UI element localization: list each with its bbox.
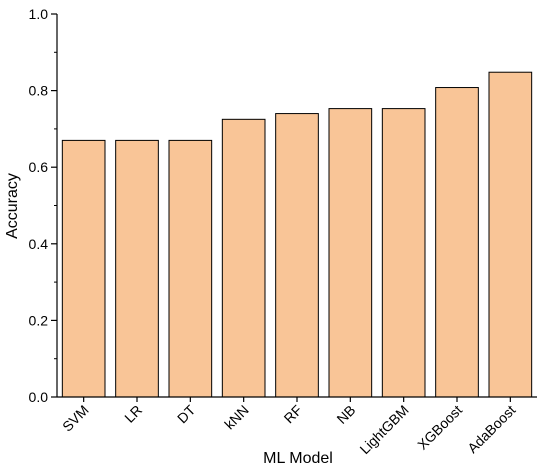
x-tick-label: LightGBM <box>356 402 411 457</box>
bar-rf <box>275 113 319 398</box>
y-tick-label: 0.2 <box>29 312 49 328</box>
x-tick-label: RF <box>281 402 306 427</box>
bar-xgboost <box>435 87 479 398</box>
bar-lightgbm <box>381 108 426 398</box>
bar-adaboost <box>488 71 533 398</box>
x-tick-label: SVM <box>59 402 92 435</box>
x-tick-label: LR <box>121 402 145 426</box>
bar-lr <box>115 139 159 398</box>
x-axis-title: ML Model <box>263 450 333 467</box>
bar-nb <box>328 108 373 398</box>
y-tick-label: 1.0 <box>29 6 49 22</box>
y-tick-label: 0.4 <box>29 236 49 252</box>
bar-svm <box>61 139 106 398</box>
bars-group <box>61 71 533 398</box>
x-tick-label: AdaBoost <box>464 402 518 456</box>
bar-dt <box>168 139 213 398</box>
y-tick-label: 0.6 <box>29 159 49 175</box>
x-tick-label: kNN <box>221 402 252 433</box>
y-axis: 0.0 0.2 0.4 0.6 0.8 1.0 <box>29 6 58 405</box>
y-tick-label: 0.0 <box>29 389 49 405</box>
y-tick-label: 0.8 <box>29 83 49 99</box>
x-tick-label: DT <box>174 401 199 426</box>
x-tick-label: NB <box>333 402 358 427</box>
bar-knn <box>221 118 266 398</box>
y-axis-title: Accuracy <box>4 173 21 239</box>
x-tick-label: XGBoost <box>414 402 465 453</box>
